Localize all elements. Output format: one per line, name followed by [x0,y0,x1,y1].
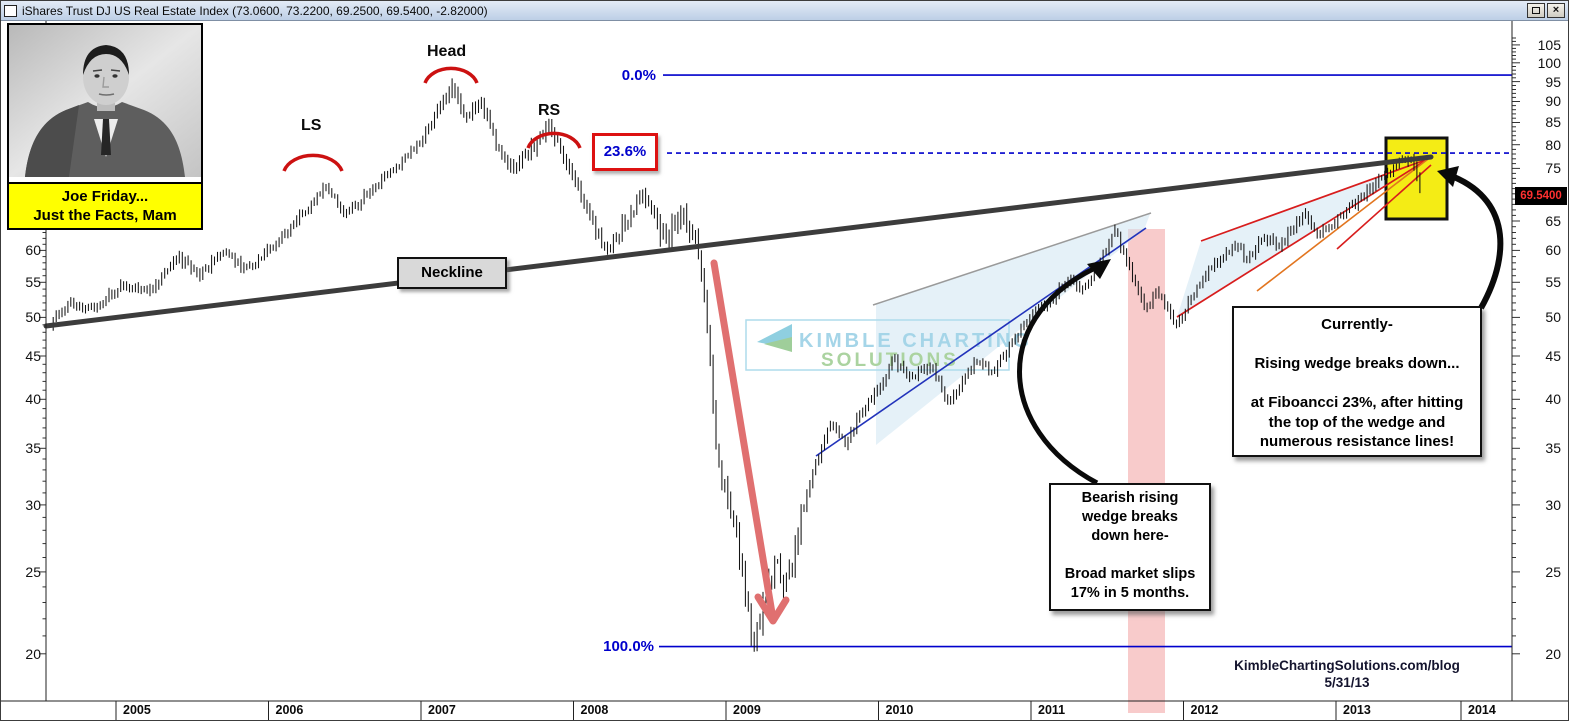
right-shoulder-label: RS [538,102,561,119]
currently-callout: Currently- Rising wedge breaks down... a… [1232,306,1482,457]
wedge1-upper-line [872,212,1152,306]
caption-line2: Just the Facts, Mam [33,207,177,224]
fib-0-label: 0.0% [621,67,656,84]
head-label: Head [427,43,467,60]
footer-date: 5/31/13 [1324,675,1370,690]
x-axis-year-label: 2013 [1343,703,1371,717]
resistance-line-orange [1256,158,1429,292]
left-shoulder-arc [282,153,344,172]
portrait-image [9,25,201,177]
neckline-line [43,154,1434,329]
y-axis-label: 60 [25,242,41,258]
window-titlebar[interactable]: iShares Trust DJ US Real Estate Index (7… [1,1,1568,21]
y-axis-label: 30 [25,497,41,513]
y-axis-label: 40 [1545,391,1561,407]
watermark-line2: SOLUTIONS [821,350,959,371]
y-axis-label: 45 [25,348,41,364]
y-axis-label: 25 [1545,564,1561,580]
app-icon [4,4,17,17]
wedge-breakdown-arrow [1017,261,1105,486]
x-axis-year-label: 2005 [123,703,151,717]
joe-friday-photo: Joe Friday... Just the Facts, Mam [7,23,203,230]
price-bars [49,78,1421,652]
footer-credit: KimbleChartingSolutions.com/blog 5/31/13 [1181,657,1513,691]
y-axis-label: 20 [25,646,41,662]
x-axis-year-label: 2012 [1190,703,1219,717]
wedge2-lower-line [1176,158,1429,318]
head-arc [423,66,479,84]
left-shoulder-label: LS [301,117,322,134]
fib-236-label: 23.6% [592,133,658,171]
pink-decline-band [1128,229,1165,713]
x-axis-year-label: 2014 [1468,703,1496,717]
close-icon[interactable]: × [1547,3,1565,18]
y-axis-label: 105 [1537,37,1561,53]
wedge-breakdown-arrow-head-icon [1087,259,1111,279]
currently-arrow [1442,170,1504,310]
right-shoulder-arc [526,131,582,149]
x-axis-year-label: 2011 [1038,703,1066,717]
crash-arrow-head-icon [754,593,790,625]
y-axis-label: 40 [25,391,41,407]
y-axis-label: 60 [1545,242,1561,258]
watermark-logo-icon [764,337,792,352]
y-axis-label: 25 [25,564,41,580]
y-axis-label: 65 [1545,213,1561,229]
x-axis-year-label: 2009 [733,703,761,717]
footer-site: KimbleChartingSolutions.com/blog [1234,658,1460,673]
watermark-line1: KIMBLE CHARTING [799,330,1032,352]
x-axis-year-label: 2007 [428,703,456,717]
x-axis-year-label: 2008 [580,703,609,717]
y-axis-label: 75 [1545,160,1561,176]
y-axis-label: 55 [1545,274,1561,290]
crash-arrow [710,259,776,617]
x-axis-year-label: 2010 [885,703,914,717]
fib-100-label: 100.0% [603,638,654,655]
y-axis-label: 50 [25,309,41,325]
x-axis-year-label: 2006 [275,703,304,717]
y-axis-label: 85 [1545,114,1561,130]
y-axis-label: 20 [1545,646,1561,662]
window-title: iShares Trust DJ US Real Estate Index (7… [22,3,488,18]
price-chart: KIMBLE CHARTING SOLUTIONS [1,21,1568,720]
y-axis-label: 35 [25,440,41,456]
y-axis-label: 50 [1545,309,1561,325]
y-axis-label: 90 [1545,93,1561,109]
y-axis-label: 95 [1545,74,1561,90]
bearish-wedge-callout: Bearish rising wedge breaks down here- B… [1049,483,1211,611]
y-axis-label: 100 [1537,55,1561,71]
photo-caption: Joe Friday... Just the Facts, Mam [9,182,201,228]
y-axis-label: 30 [1545,497,1561,513]
resistance-line [1336,164,1432,250]
restore-icon[interactable] [1527,3,1545,18]
y-axis-label: 35 [1545,440,1561,456]
y-axis-label: 80 [1545,137,1561,153]
current-price-tag: 69.5400 [1515,187,1567,205]
neckline-label: Neckline [397,257,507,289]
y-axis-label: 55 [25,274,41,290]
caption-line1: Joe Friday... [61,188,149,205]
y-axis-label: 45 [1545,348,1561,364]
currently-arrow-head-icon [1437,166,1459,187]
